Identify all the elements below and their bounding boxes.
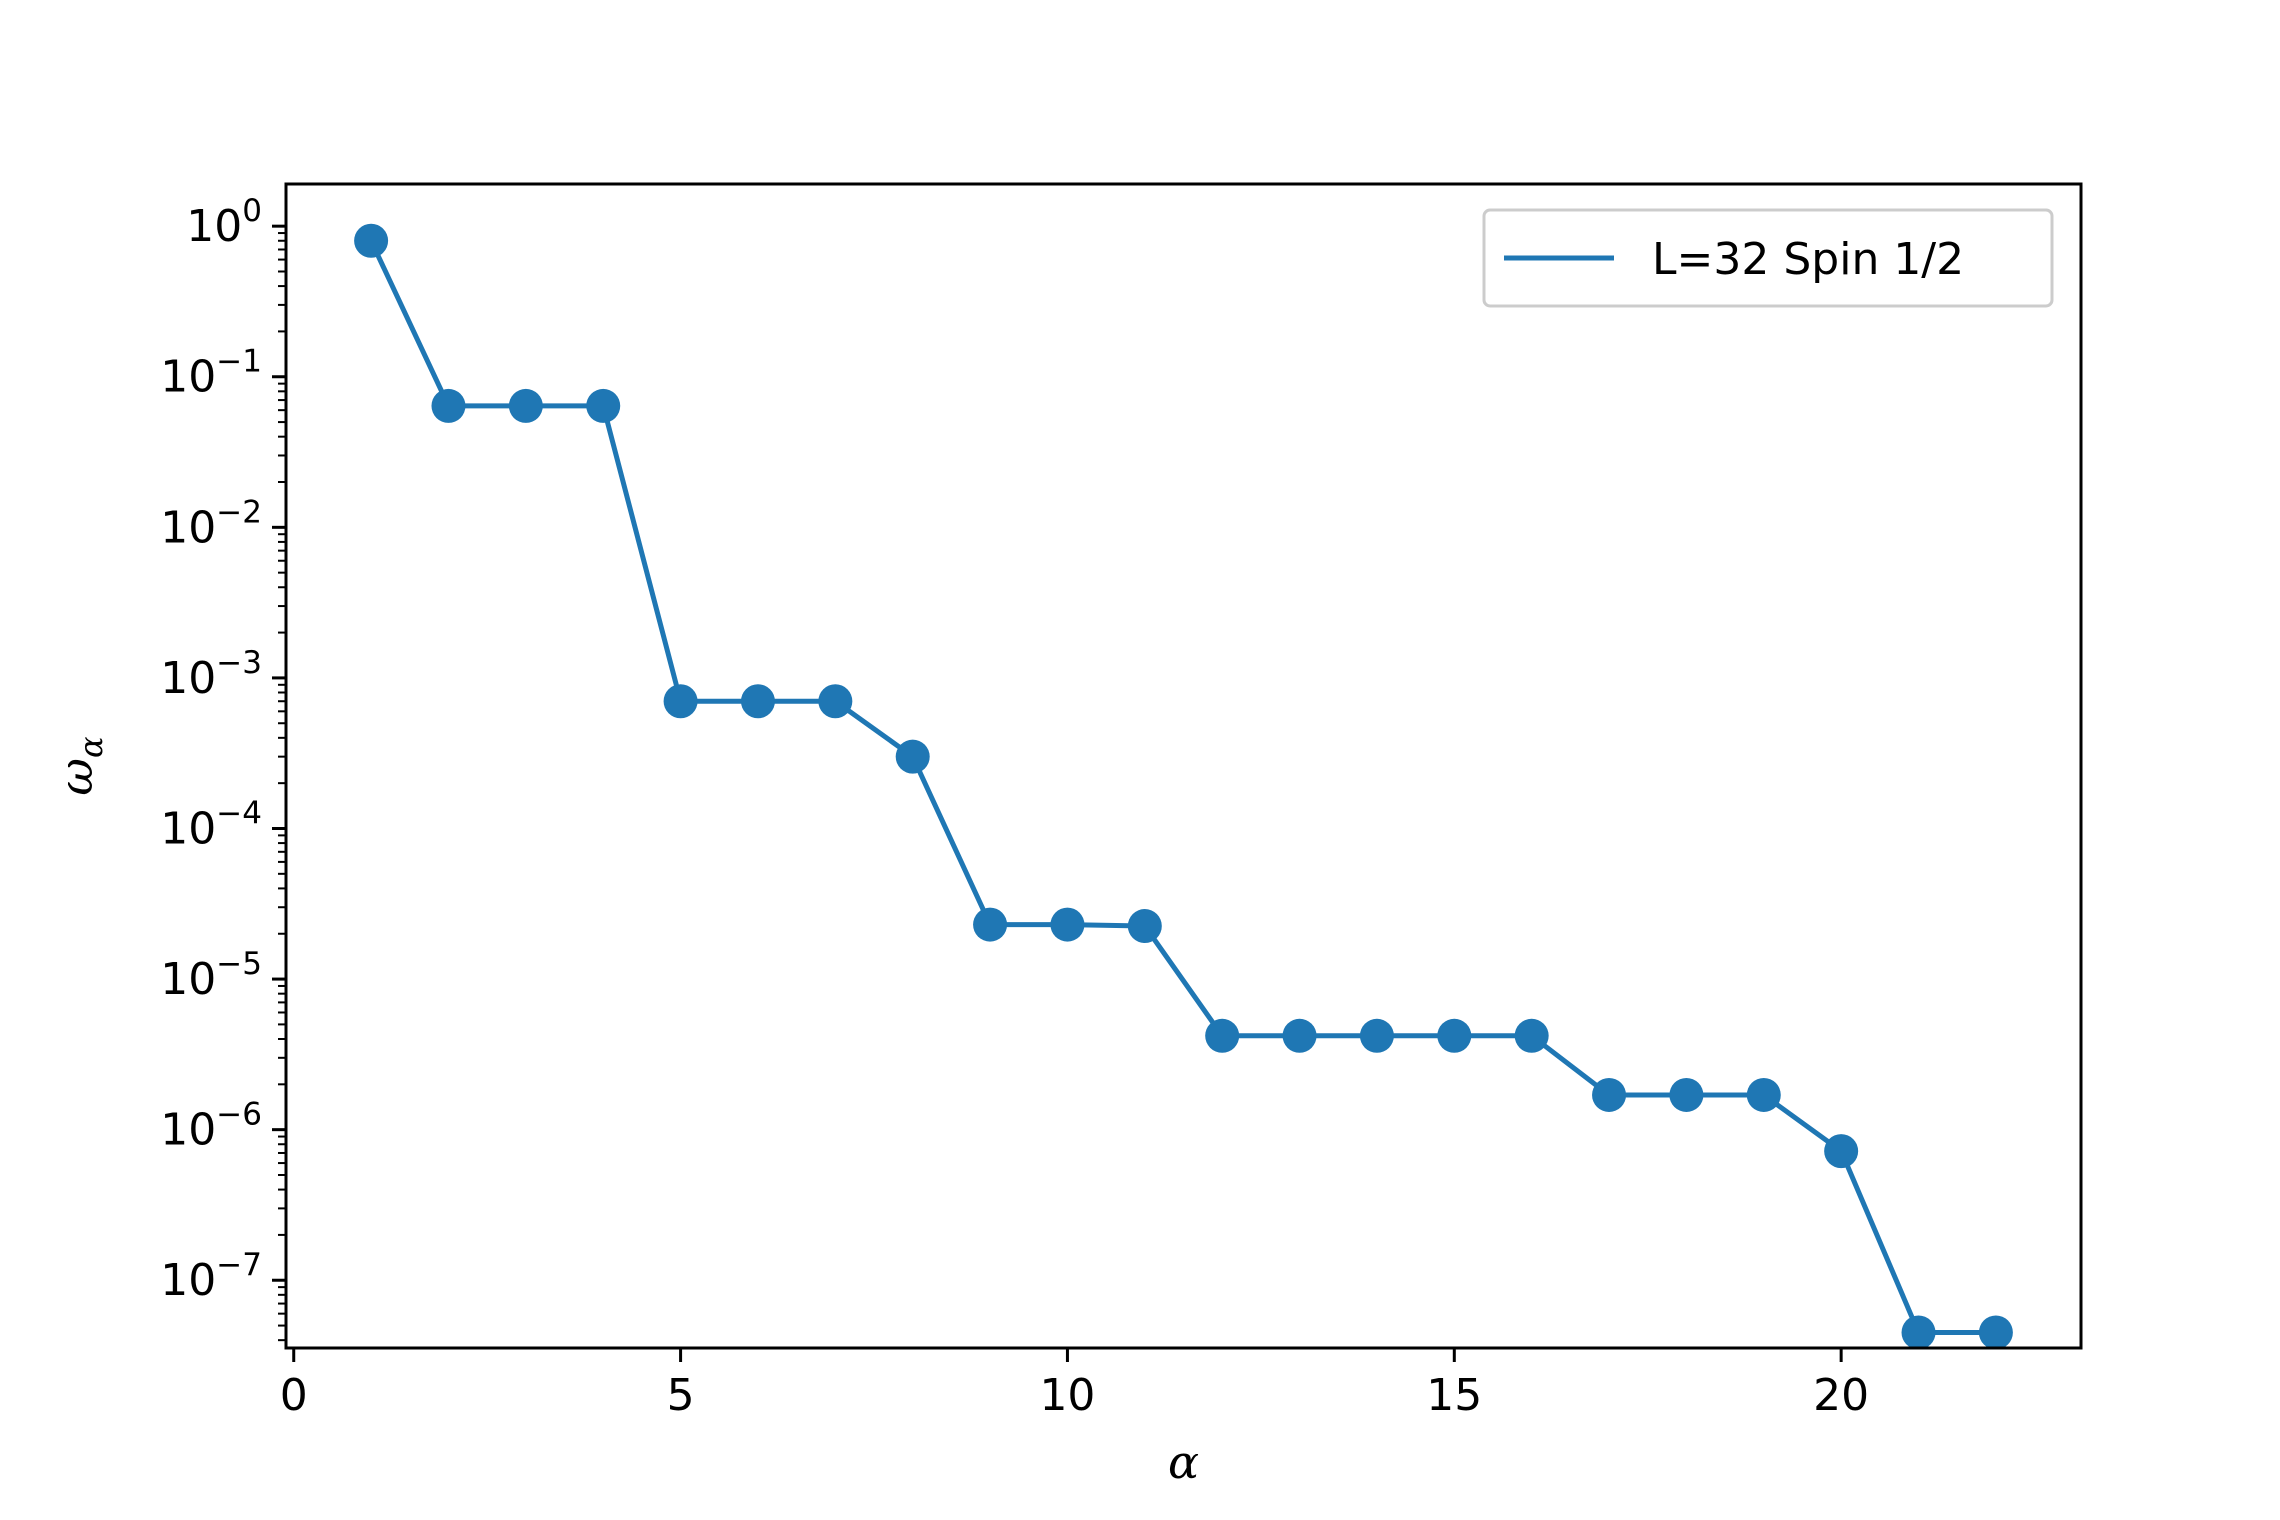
data-point [1592,1077,1627,1112]
data-point [1901,1315,1936,1350]
y-tick-exponent: −5 [216,946,262,982]
data-point [1824,1134,1859,1169]
y-tick-exponent: −3 [216,645,262,681]
y-tick-label: 10−1 [160,344,262,403]
data-point [431,388,466,423]
y-axis-label-main: ω [49,758,103,796]
y-tick-label: 100 [186,193,262,252]
y-tick-exponent: −6 [216,1097,262,1133]
data-point [895,739,930,774]
y-tick-label: 10−7 [160,1247,262,1306]
data-point [663,684,698,719]
y-tick-base: 10 [160,803,216,854]
legend-entry-label: L=32 Spin 1/2 [1652,234,1964,285]
x-tick-label: 20 [1813,1370,1869,1421]
y-axis-label: ωα [49,736,110,795]
data-point [1050,907,1085,942]
data-point [740,684,775,719]
y-tick-label: 10−2 [160,494,262,553]
y-tick-base: 10 [160,653,216,704]
x-tick-label: 0 [280,1370,308,1421]
y-tick-exponent: 0 [242,193,262,229]
data-point [354,223,389,258]
y-axis-label-subscript: α [72,736,110,758]
data-point [1669,1077,1704,1112]
data-point [1359,1018,1394,1053]
x-tick-label: 5 [667,1370,695,1421]
y-tick-label: 10−6 [160,1097,262,1156]
y-tick-base: 10 [160,352,216,403]
series-layer [354,223,2013,1350]
legend: L=32 Spin 1/2 [1482,208,2054,308]
data-point [1282,1018,1317,1053]
y-tick-exponent: −2 [216,494,262,530]
plot-frame [284,182,2083,1350]
x-tick-label: 10 [1039,1370,1095,1421]
data-point [1746,1077,1781,1112]
data-point [1205,1018,1240,1053]
y-tick-base: 10 [186,201,242,252]
data-point [818,684,853,719]
legend-box [1482,208,2054,308]
series-line [368,239,1996,1335]
data-point [973,907,1008,942]
data-point [586,388,621,423]
y-tick-base: 10 [160,1105,216,1156]
y-tick-base: 10 [160,1255,216,1306]
y-tick-exponent: −7 [216,1247,262,1283]
y-tick-label: 10−3 [160,645,262,704]
y-tick-base: 10 [160,954,216,1005]
x-axis-label: α [1168,1435,1199,1489]
data-point [1437,1018,1472,1053]
data-point [1514,1018,1549,1053]
data-point [1978,1315,2013,1350]
x-tick-label: 15 [1426,1370,1482,1421]
y-tick-label: 10−5 [160,946,262,1005]
y-tick-label: 10−4 [160,795,262,854]
y-tick-base: 10 [160,502,216,553]
y-tick-exponent: −1 [216,344,262,380]
data-point [508,388,543,423]
y-tick-exponent: −4 [216,795,262,831]
data-point [1127,909,1162,944]
